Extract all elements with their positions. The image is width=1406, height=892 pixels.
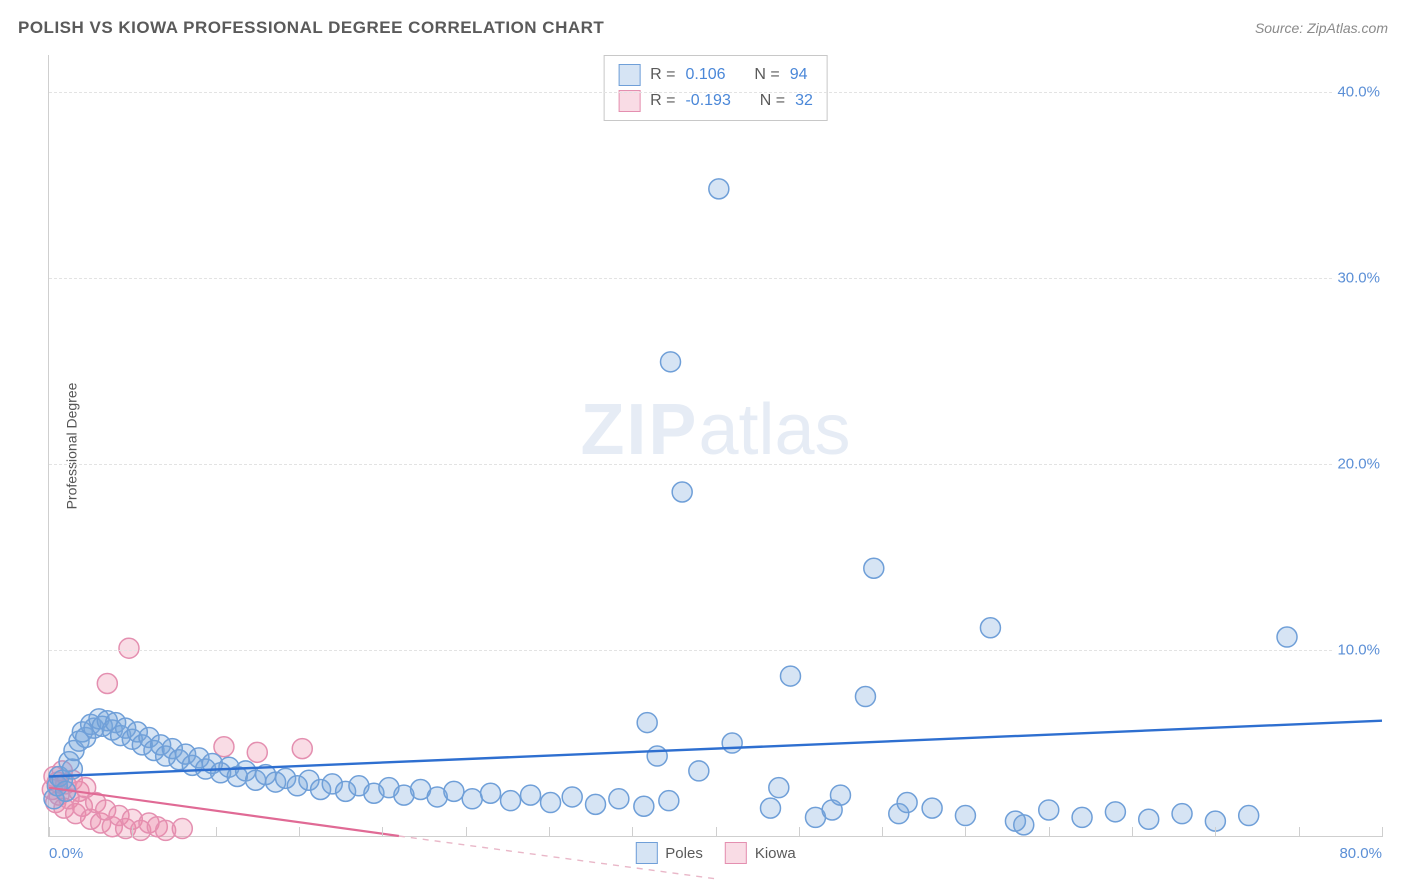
data-point xyxy=(501,791,521,811)
data-point xyxy=(444,781,464,801)
data-point xyxy=(462,789,482,809)
data-point xyxy=(722,733,742,753)
x-max-label: 80.0% xyxy=(1339,845,1382,862)
series-legend: Poles Kiowa xyxy=(635,842,795,864)
stats-legend: R = 0.106 N = 94 R = -0.193 N = 32 xyxy=(603,55,828,121)
data-point xyxy=(689,761,709,781)
gridline-h xyxy=(49,278,1382,279)
x-tick xyxy=(799,827,800,837)
data-point xyxy=(659,791,679,811)
data-point xyxy=(562,787,582,807)
header: POLISH VS KIOWA PROFESSIONAL DEGREE CORR… xyxy=(18,18,1388,38)
x-tick xyxy=(1299,827,1300,837)
data-point xyxy=(637,713,657,733)
data-point xyxy=(672,482,692,502)
data-point xyxy=(1239,806,1259,826)
data-point xyxy=(1014,815,1034,835)
data-point xyxy=(769,778,789,798)
plot-svg xyxy=(49,55,1382,836)
legend-item-poles: Poles xyxy=(635,842,703,864)
x-tick xyxy=(299,827,300,837)
source-label: Source: ZipAtlas.com xyxy=(1255,20,1388,36)
swatch-kiowa xyxy=(618,90,640,112)
n-value-poles: 94 xyxy=(790,66,808,84)
data-point xyxy=(521,785,541,805)
source-name: ZipAtlas.com xyxy=(1307,20,1388,36)
source-prefix: Source: xyxy=(1255,20,1307,36)
swatch-poles xyxy=(618,64,640,86)
gridline-h xyxy=(49,464,1382,465)
x-tick xyxy=(716,827,717,837)
r-value-kiowa: -0.193 xyxy=(685,92,730,110)
r-label: R = xyxy=(650,92,675,110)
data-point xyxy=(830,785,850,805)
n-label: N = xyxy=(760,92,785,110)
data-point xyxy=(1039,800,1059,820)
data-point xyxy=(481,783,501,803)
data-point xyxy=(709,179,729,199)
x-tick xyxy=(632,827,633,837)
data-point xyxy=(119,638,139,658)
legend-label-kiowa: Kiowa xyxy=(755,845,796,862)
data-point xyxy=(172,819,192,839)
gridline-h xyxy=(49,92,1382,93)
y-tick-label: 40.0% xyxy=(1333,84,1384,101)
data-point xyxy=(897,793,917,813)
data-point xyxy=(541,793,561,813)
n-label: N = xyxy=(754,66,779,84)
stats-row-poles: R = 0.106 N = 94 xyxy=(618,62,813,88)
chart-area: ZIPatlas R = 0.106 N = 94 R = -0.193 N =… xyxy=(48,55,1382,837)
x-tick xyxy=(132,827,133,837)
y-tick-label: 10.0% xyxy=(1333,642,1384,659)
data-point xyxy=(647,746,667,766)
data-point xyxy=(955,806,975,826)
data-point xyxy=(855,687,875,707)
data-point xyxy=(214,737,234,757)
y-tick-label: 20.0% xyxy=(1333,456,1384,473)
legend-label-poles: Poles xyxy=(665,845,703,862)
x-tick xyxy=(466,827,467,837)
x-min-label: 0.0% xyxy=(49,845,83,862)
x-tick xyxy=(216,827,217,837)
data-point xyxy=(634,796,654,816)
data-point xyxy=(1105,802,1125,822)
data-point xyxy=(1139,809,1159,829)
swatch-poles-bottom xyxy=(635,842,657,864)
data-point xyxy=(864,558,884,578)
x-tick xyxy=(382,827,383,837)
x-tick xyxy=(1049,827,1050,837)
data-point xyxy=(661,352,681,372)
data-point xyxy=(780,666,800,686)
n-value-kiowa: 32 xyxy=(795,92,813,110)
data-point xyxy=(1072,807,1092,827)
r-label: R = xyxy=(650,66,675,84)
data-point xyxy=(292,739,312,759)
x-tick xyxy=(49,827,50,837)
data-point xyxy=(980,618,1000,638)
x-tick xyxy=(965,827,966,837)
data-point xyxy=(97,674,117,694)
x-tick xyxy=(1215,827,1216,837)
x-tick xyxy=(549,827,550,837)
data-point xyxy=(1172,804,1192,824)
x-tick xyxy=(1382,827,1383,837)
data-point xyxy=(1277,627,1297,647)
legend-item-kiowa: Kiowa xyxy=(725,842,796,864)
x-tick xyxy=(882,827,883,837)
gridline-h xyxy=(49,650,1382,651)
y-tick-label: 30.0% xyxy=(1333,270,1384,287)
chart-title: POLISH VS KIOWA PROFESSIONAL DEGREE CORR… xyxy=(18,18,604,38)
swatch-kiowa-bottom xyxy=(725,842,747,864)
data-point xyxy=(247,742,267,762)
x-tick xyxy=(1132,827,1133,837)
r-value-poles: 0.106 xyxy=(685,66,725,84)
data-point xyxy=(922,798,942,818)
data-point xyxy=(609,789,629,809)
data-point xyxy=(586,794,606,814)
data-point xyxy=(760,798,780,818)
